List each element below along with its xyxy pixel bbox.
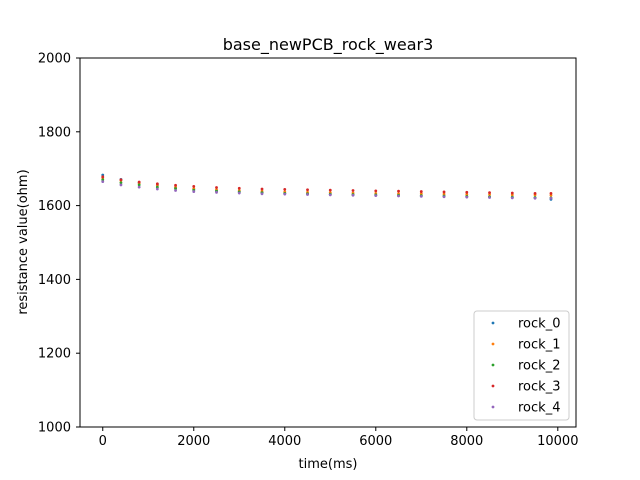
data-point bbox=[137, 185, 141, 189]
data-point bbox=[137, 180, 141, 184]
data-point bbox=[533, 192, 537, 195]
data-point bbox=[260, 192, 264, 196]
data-point bbox=[155, 187, 159, 191]
data-point bbox=[215, 190, 218, 194]
data-point bbox=[283, 192, 287, 196]
x-tick-label: 0 bbox=[99, 434, 107, 449]
data-point bbox=[155, 182, 159, 186]
data-point bbox=[419, 194, 423, 198]
x-tick-label: 6000 bbox=[359, 434, 392, 449]
data-point bbox=[533, 196, 537, 200]
y-tick-label: 1000 bbox=[38, 421, 71, 436]
legend-marker bbox=[491, 363, 495, 367]
data-point bbox=[328, 188, 332, 192]
legend-marker bbox=[491, 405, 495, 409]
data-point bbox=[488, 196, 491, 199]
data-point bbox=[351, 189, 355, 192]
data-point bbox=[510, 196, 514, 200]
data-point bbox=[137, 183, 141, 187]
data-point bbox=[119, 181, 123, 185]
data-point bbox=[215, 186, 218, 189]
series-rock_4 bbox=[101, 180, 553, 200]
y-tick-label: 1200 bbox=[38, 347, 71, 362]
legend-box bbox=[473, 310, 570, 421]
y-axis-label: resistance value(ohm) bbox=[16, 169, 31, 314]
x-tick-label: 4000 bbox=[268, 434, 301, 449]
data-point bbox=[442, 190, 446, 194]
data-point bbox=[119, 178, 123, 182]
legend-marker bbox=[491, 321, 495, 325]
data-point bbox=[192, 190, 196, 193]
data-point bbox=[192, 185, 196, 188]
y-tick-label: 1800 bbox=[38, 125, 71, 140]
data-point bbox=[283, 187, 287, 191]
legend-marker bbox=[491, 342, 495, 346]
data-point bbox=[419, 190, 423, 193]
y-ticks: 1000 1200 1400 1600 1800 2000 bbox=[38, 52, 80, 436]
data-point bbox=[397, 194, 400, 198]
chart-title: base_newPCB_rock_wear3 bbox=[223, 35, 434, 55]
data-point bbox=[119, 183, 123, 187]
data-point bbox=[237, 191, 241, 195]
data-point bbox=[260, 187, 264, 191]
data-point bbox=[237, 186, 241, 190]
data-point bbox=[351, 193, 355, 197]
legend-label: rock_1 bbox=[518, 338, 560, 353]
data-point bbox=[101, 180, 105, 184]
x-tick-label: 8000 bbox=[450, 434, 483, 449]
legend-marker bbox=[491, 384, 495, 388]
legend-label: rock_2 bbox=[518, 359, 560, 374]
x-ticks: 0 2000 4000 6000 8000 10000 bbox=[99, 427, 578, 449]
data-point bbox=[465, 190, 469, 194]
data-point bbox=[465, 195, 469, 199]
y-tick-label: 1600 bbox=[38, 199, 71, 214]
series-rock_3 bbox=[101, 175, 553, 195]
legend-label: rock_0 bbox=[518, 317, 560, 332]
data-point bbox=[328, 193, 332, 197]
legend: rock_0 rock_1 rock_2 rock_3 rock_4 bbox=[473, 310, 570, 421]
plot-frame bbox=[79, 57, 577, 428]
data-point bbox=[397, 189, 400, 193]
data-point bbox=[174, 183, 177, 187]
x-tick-label: 10000 bbox=[537, 434, 578, 449]
data-point bbox=[306, 193, 309, 196]
data-point bbox=[510, 191, 514, 195]
data-point bbox=[306, 188, 309, 192]
legend-label: rock_4 bbox=[518, 401, 560, 416]
y-tick-label: 2000 bbox=[38, 52, 71, 67]
data-point bbox=[549, 192, 553, 195]
data-point bbox=[442, 195, 446, 199]
x-tick-label: 2000 bbox=[177, 434, 210, 449]
data-point bbox=[374, 189, 378, 193]
data-point bbox=[174, 189, 177, 192]
data-point bbox=[488, 191, 491, 195]
y-tick-label: 1400 bbox=[38, 273, 71, 288]
x-axis-label: time(ms) bbox=[299, 457, 358, 472]
data-point bbox=[374, 194, 378, 198]
legend-label: rock_3 bbox=[518, 380, 560, 395]
data-point bbox=[549, 196, 553, 200]
data-point bbox=[101, 175, 105, 179]
plot-points bbox=[101, 173, 553, 201]
